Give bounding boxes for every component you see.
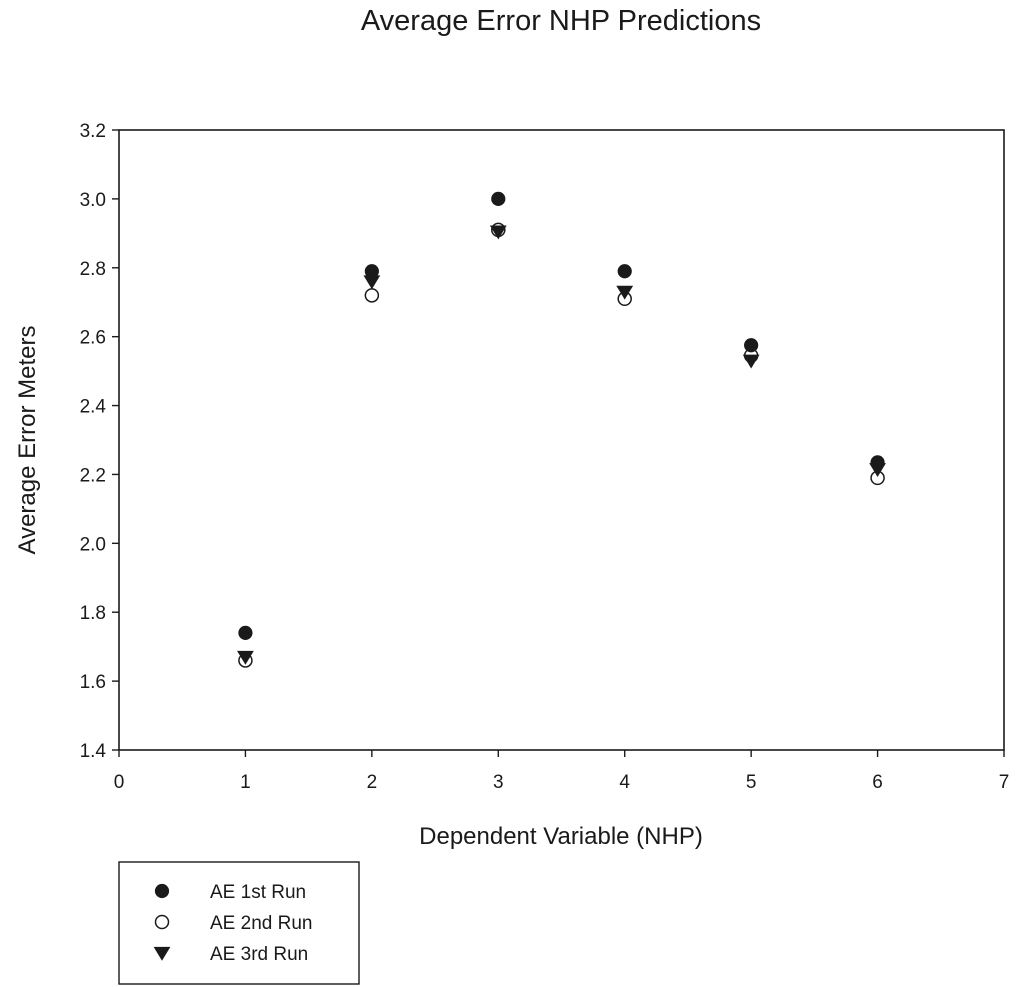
data-point-series-1 xyxy=(364,264,379,279)
data-point-series-1 xyxy=(238,625,253,640)
x-axis-label: Dependent Variable (NHP) xyxy=(419,823,703,850)
data-point-series-3 xyxy=(742,354,760,369)
x-tick-label: 1 xyxy=(240,772,251,793)
x-tick-label: 3 xyxy=(493,772,504,793)
x-tick-label: 4 xyxy=(619,772,630,793)
data-point-series-3 xyxy=(237,650,254,665)
y-tick-label: 2.0 xyxy=(80,534,106,555)
data-point-series-3 xyxy=(616,285,634,300)
legend-label-series-3: AE 3rd Run xyxy=(210,944,308,965)
data-point-series-3 xyxy=(489,225,507,240)
x-tick-label: 7 xyxy=(999,772,1010,793)
y-axis-label: Average Error Meters xyxy=(14,326,41,555)
x-axis: 0 1 2 3 4 5 6 7 xyxy=(114,750,1010,793)
y-tick-label: 3.0 xyxy=(80,190,106,211)
legend-label-series-2: AE 2nd Run xyxy=(210,913,312,934)
data-points xyxy=(237,191,886,668)
y-tick-label: 1.6 xyxy=(80,672,106,693)
data-point-series-2 xyxy=(364,288,380,303)
y-tick-label: 1.4 xyxy=(80,741,107,762)
x-tick-label: 5 xyxy=(746,772,757,793)
legend-marker-series-1 xyxy=(154,883,170,899)
y-tick-label: 2.6 xyxy=(80,328,106,349)
data-point-series-1 xyxy=(491,191,506,206)
chart-title: Average Error NHP Predictions xyxy=(361,5,761,37)
data-point-series-1 xyxy=(744,338,759,353)
y-tick-label: 1.8 xyxy=(80,603,106,624)
plot-area-frame xyxy=(118,129,1005,751)
y-tick-label: 2.8 xyxy=(80,259,106,280)
legend-label-series-1: AE 1st Run xyxy=(210,882,306,903)
y-tick-label: 3.2 xyxy=(80,121,106,142)
x-tick-label: 0 xyxy=(114,772,125,793)
y-tick-label: 2.2 xyxy=(80,465,106,486)
legend: AE 1st Run AE 2nd Run AE 3rd Run xyxy=(118,861,360,985)
y-axis: 1.4 1.6 1.8 2.0 2.2 2.4 2.6 2.8 3.0 3.2 xyxy=(80,121,119,762)
x-tick-label: 2 xyxy=(367,772,378,793)
data-point-series-1 xyxy=(870,455,885,470)
data-point-series-1 xyxy=(617,264,632,279)
y-tick-label: 2.4 xyxy=(80,397,107,418)
legend-marker-series-3 xyxy=(153,946,171,961)
x-tick-label: 6 xyxy=(872,772,883,793)
legend-marker-series-2 xyxy=(154,914,170,930)
